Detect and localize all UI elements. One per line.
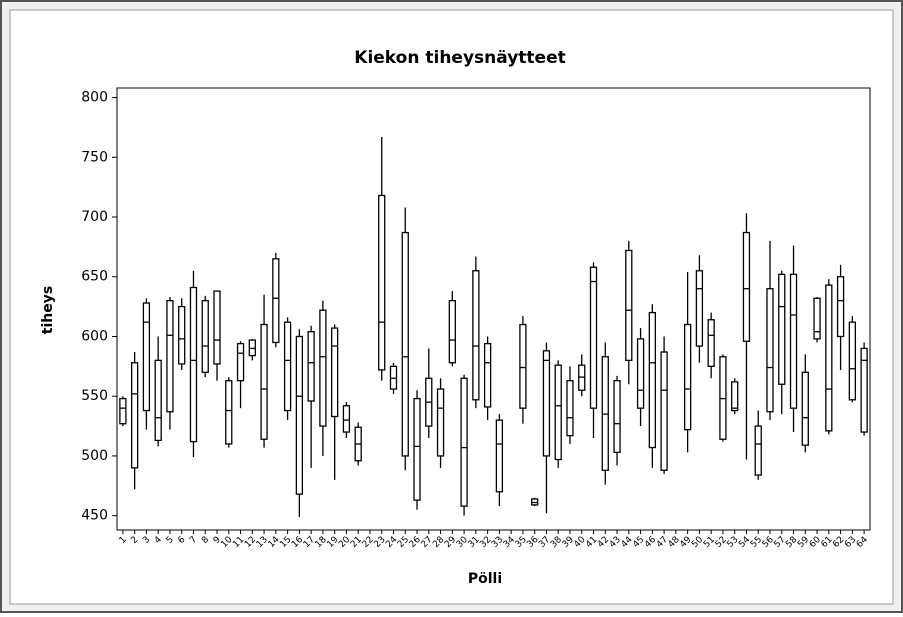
box bbox=[554, 364, 562, 461]
box bbox=[625, 249, 633, 362]
box bbox=[319, 309, 327, 427]
box bbox=[613, 380, 621, 454]
x-tick-label: 1 bbox=[118, 535, 129, 546]
box bbox=[178, 305, 186, 365]
x-tick-label: 2 bbox=[129, 535, 140, 546]
box bbox=[401, 231, 409, 457]
y-tick-label: 550 bbox=[81, 388, 108, 404]
y-tick-label: 600 bbox=[81, 328, 108, 344]
box bbox=[130, 362, 139, 469]
x-tick-label: 9 bbox=[212, 535, 223, 546]
box bbox=[272, 258, 280, 344]
y-axis-label: tiheys bbox=[40, 286, 56, 334]
box bbox=[742, 231, 751, 342]
x-tick-label: 6 bbox=[176, 535, 187, 546]
y-tick-label: 450 bbox=[81, 508, 108, 524]
box bbox=[801, 371, 809, 446]
box bbox=[166, 299, 174, 413]
x-tick-label: 4 bbox=[153, 535, 164, 546]
x-tick-label: 5 bbox=[165, 535, 176, 546]
y-tick-label: 500 bbox=[81, 448, 108, 464]
box bbox=[331, 327, 339, 418]
x-tick-label: 3 bbox=[141, 535, 152, 546]
box bbox=[460, 377, 468, 507]
box bbox=[683, 323, 692, 431]
box bbox=[778, 273, 786, 385]
box bbox=[707, 319, 715, 367]
box bbox=[825, 284, 833, 432]
box bbox=[731, 381, 739, 412]
x-tick-label: 8 bbox=[200, 535, 211, 546]
box bbox=[201, 299, 209, 373]
box bbox=[189, 286, 198, 443]
box bbox=[660, 351, 668, 471]
box bbox=[542, 350, 551, 457]
box bbox=[448, 299, 456, 364]
x-tick-label: 7 bbox=[188, 535, 199, 546]
box bbox=[860, 347, 868, 433]
box bbox=[648, 311, 656, 449]
box bbox=[836, 276, 845, 338]
box bbox=[436, 388, 445, 457]
box bbox=[295, 335, 304, 495]
y-tick-label: 800 bbox=[81, 90, 108, 106]
box bbox=[789, 273, 798, 409]
x-axis-label: Pölli bbox=[468, 571, 502, 587]
box bbox=[225, 380, 233, 445]
box bbox=[378, 194, 386, 371]
box bbox=[307, 331, 315, 402]
box bbox=[342, 405, 351, 433]
box bbox=[119, 397, 127, 425]
box bbox=[589, 266, 598, 409]
box bbox=[519, 323, 527, 409]
y-tick-label: 700 bbox=[81, 209, 108, 225]
box bbox=[695, 270, 704, 347]
box bbox=[848, 321, 857, 401]
box bbox=[754, 425, 762, 476]
box bbox=[472, 270, 480, 401]
box bbox=[142, 302, 151, 412]
chart-title: Kiekon tiheysnäytteet bbox=[354, 48, 565, 68]
box bbox=[213, 290, 221, 365]
box bbox=[236, 342, 245, 382]
box bbox=[566, 380, 574, 437]
y-tick-label: 750 bbox=[81, 149, 108, 165]
box bbox=[413, 397, 421, 501]
box bbox=[483, 342, 492, 408]
box bbox=[283, 321, 292, 412]
y-tick-label: 650 bbox=[81, 269, 108, 285]
box bbox=[154, 359, 162, 442]
box bbox=[766, 288, 774, 413]
box bbox=[260, 323, 268, 440]
box bbox=[495, 419, 504, 493]
box bbox=[636, 338, 645, 409]
box bbox=[813, 297, 821, 340]
